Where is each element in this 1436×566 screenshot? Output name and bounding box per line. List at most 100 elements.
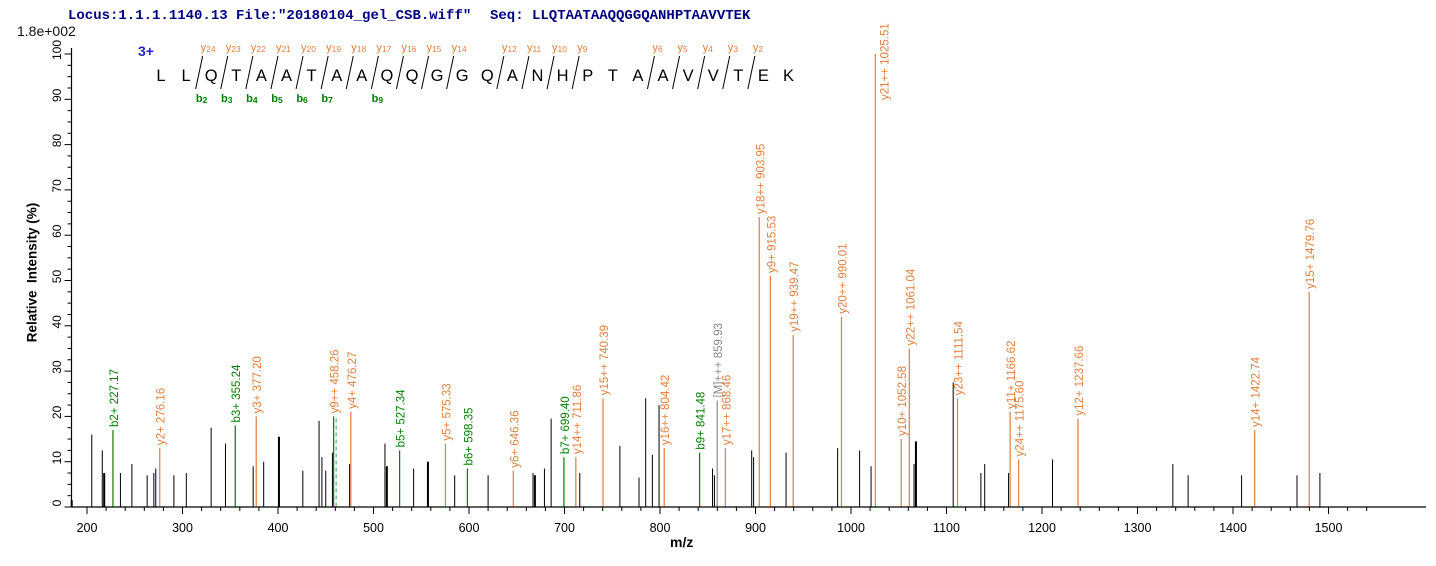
x-tick-label: 200 [77,521,98,535]
x-tick-label: 700 [554,521,575,535]
residue-letter: Q [406,67,419,85]
residue-letter: Q [481,67,494,85]
fragment-cut [270,55,279,90]
residue-letter: A [356,67,367,85]
peak-label: y15++ 740.39 [599,325,611,395]
peak-label: y11+ 1166.62 [1006,341,1018,409]
y-ion-marker: y24 [201,42,216,54]
fragment-cut [697,55,706,90]
x-tick-label: 500 [363,521,384,535]
max-intensity-label: 1.8e+002 [17,23,76,39]
residue-letter: V [708,67,719,85]
fragment-cut [722,55,731,90]
y-ion-marker: y21 [276,42,291,54]
y-tick-label: 80 [50,134,64,148]
fragment-cut [521,55,530,90]
peak-label: y22++ 1061.04 [905,268,917,345]
residue-letter: A [331,67,342,85]
y-ion-marker: y23 [226,42,241,54]
fragment-cut [370,55,379,90]
y-tick-label: 40 [50,315,64,329]
y-ion-marker: y22 [251,42,266,54]
y-ion-marker: y10 [552,42,567,54]
y-tick-label: 50 [50,270,64,284]
peak-label: y19++ 939.47 [789,262,801,332]
y-ion-marker: y6 [652,42,663,54]
x-tick-label: 1500 [1315,521,1343,535]
y-tick-label: 100 [50,40,64,60]
y-tick-label: 0 [50,499,64,506]
residue-letter: V [683,67,694,85]
x-tick-label: 1300 [1124,521,1152,535]
residue-letter: N [532,67,544,85]
b-ion-marker: b9 [372,93,384,105]
y-ion-marker: y15 [427,42,442,54]
fragment-cut [571,55,580,90]
residue-letter: E [758,67,769,85]
peak-label: y3+ 377.20 [252,356,264,413]
y-ion-marker: y4 [703,42,714,54]
y-tick-label: 60 [50,224,64,238]
fragment-cut [496,55,505,90]
peak-label: y18++ 903.95 [755,144,767,214]
x-tick-label: 900 [745,521,766,535]
x-tick-label: 1100 [933,521,960,535]
residue-letter: T [608,67,618,85]
residue-letter: A [256,67,267,85]
residue-letter: Q [205,67,218,85]
y-tick-label: 90 [50,88,64,102]
peak-label: b5+ 527.34 [396,389,408,447]
y-ion-marker: y19 [326,42,341,54]
residue-letter: H [557,67,569,85]
fragment-cut [395,55,404,90]
peak-label: y14+ 1422.74 [1251,356,1263,427]
y-ion-marker: y9 [577,42,588,54]
peak-label: y15+ 1479.76 [1305,219,1317,289]
peak-label: y20++ 990.01 [837,243,849,313]
fragment-cut [446,55,455,90]
y-ion-marker: y12 [502,42,517,54]
residue-letter: A [632,67,643,85]
residue-letter: L [156,67,165,85]
y-ion-marker: y14 [452,42,467,54]
peak-label: [M]+++ 859.93 [713,323,725,398]
peak-label: b6+ 598.35 [463,408,475,466]
peak-label: b2+ 227.17 [109,369,121,427]
peak-label: b7+ 699.40 [560,396,572,454]
x-tick-label: 300 [172,521,193,535]
y-ion-marker: y16 [401,42,416,54]
y-ion-marker: y5 [678,42,689,54]
charge-state: 3+ [138,43,154,59]
fragment-cut [320,55,329,90]
fragment-cut [195,55,204,90]
b-ion-marker: b2 [196,93,208,105]
b-ion-marker: b5 [271,93,283,105]
peak-label: y9+ 915.53 [766,216,778,273]
residue-letter: A [507,67,518,85]
residue-letter: T [307,67,317,85]
y-tick-label: 30 [50,360,64,374]
b-ion-marker: b4 [246,93,258,105]
peak-label: y5+ 575.33 [441,383,453,440]
y-ion-marker: y3 [728,42,739,54]
b-ion-marker: b7 [321,93,333,105]
residue-letter: A [657,67,668,85]
x-tick-label: 1400 [1219,521,1247,535]
x-tick-label: 400 [268,521,289,535]
fragment-cut [295,55,304,90]
peak-label: y9++ 458.26 [330,349,342,413]
fragment-cut [220,55,229,90]
locus-file-header: Locus:1.1.1.1140.13 File:"20180104_gel_C… [68,8,472,24]
y-tick-label: 70 [50,179,64,193]
fragment-cut [747,55,756,90]
fragment-cut [546,55,555,90]
peak-label: y4+ 476.27 [347,352,359,409]
y-ion-marker: y18 [351,42,366,54]
peak-label: b9+ 841.48 [696,392,708,450]
peak-label: y23++ 1111.54 [954,320,966,395]
b-ion-marker: b6 [296,93,308,105]
fragment-cut [245,55,254,90]
b-ion-marker: b3 [221,93,233,105]
